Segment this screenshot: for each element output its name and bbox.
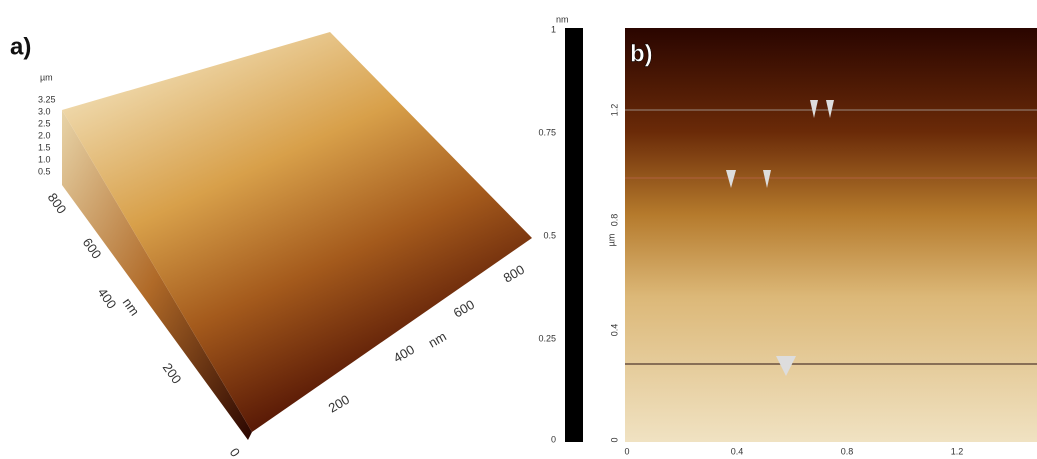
tick-label: 0.4 [609, 324, 619, 337]
colorbar-strip [565, 28, 583, 442]
tick-label: 1.5 [38, 142, 51, 152]
tick-label: 0.75 [538, 127, 556, 137]
tick-label: 200 [160, 360, 185, 386]
tick-label: 0.8 [609, 214, 619, 227]
tick-label: 1.2 [951, 446, 964, 456]
colorbar: nm 1 0.75 0.5 0.25 0 [538, 14, 583, 444]
tick-label: 1.0 [38, 154, 51, 164]
tick-label: 600 [80, 235, 105, 261]
axis-unit: nm [120, 295, 143, 318]
tick-label: 2.5 [38, 118, 51, 128]
tick-label: 600 [451, 297, 477, 321]
axis-unit: µm [606, 234, 616, 247]
marker [763, 170, 771, 188]
colorbar-unit: nm [556, 14, 569, 24]
marker [776, 356, 796, 376]
tick-label: 400 [95, 285, 120, 311]
marker [726, 170, 736, 188]
marker [826, 100, 834, 118]
tick-label: 0.5 [543, 230, 556, 240]
tick-label: 200 [326, 392, 352, 416]
panel-a: a) µm 3.25 3.0 2.5 2.0 1.5 1.0 0.5 200 4… [10, 32, 532, 459]
surface-side [62, 110, 252, 440]
tick-label: 800 [501, 262, 527, 286]
tick-label: 2.0 [38, 130, 51, 140]
panel-label: a) [10, 33, 31, 60]
tick-label: 0 [227, 445, 243, 459]
tick-label: 3.25 [38, 94, 56, 104]
tick-label: 0 [551, 434, 556, 444]
height-map [625, 28, 1037, 442]
tick-label: 0.5 [38, 166, 51, 176]
tick-label: 400 [391, 342, 417, 366]
marker [810, 100, 818, 118]
tick-label: 0.25 [538, 333, 556, 343]
tick-label: 800 [45, 190, 70, 216]
tick-label: 1 [551, 24, 556, 34]
panel-label: b) [630, 40, 653, 67]
axis-unit: µm [40, 72, 53, 82]
panel-b: b) µm 1.2 0.8 0.4 0 0 0.4 0.8 1.2 [606, 28, 1037, 456]
tick-label: 3.0 [38, 106, 51, 116]
tick-label: 0 [624, 446, 629, 456]
markers [726, 100, 834, 376]
tick-label: 0.8 [841, 446, 854, 456]
tick-label: 0.4 [731, 446, 744, 456]
tick-label: 0 [609, 437, 619, 442]
surface-top [62, 32, 532, 432]
tick-label: 1.2 [609, 104, 619, 117]
axis-unit: nm [426, 329, 449, 351]
